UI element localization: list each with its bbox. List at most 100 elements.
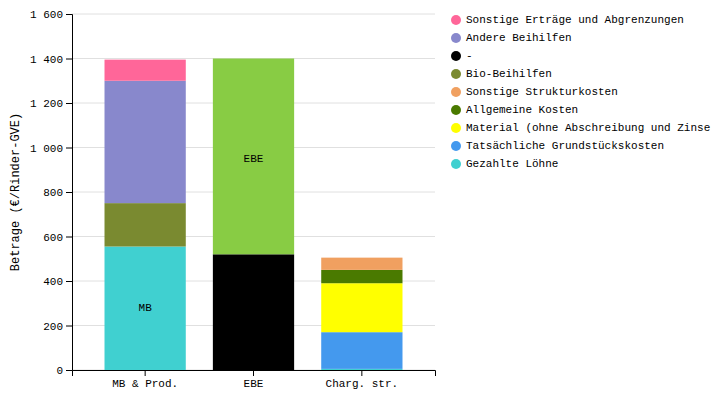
tick: 600 [43, 232, 72, 244]
bar-segment [213, 58, 294, 59]
bar-segment [321, 257, 402, 258]
tick-mark [66, 59, 72, 60]
tick: 1 000 [30, 143, 72, 155]
series [105, 60, 186, 81]
bar-segment [213, 254, 294, 370]
tick: EBE [244, 370, 264, 390]
tick-label: 0 [56, 365, 63, 377]
tick-label: MB & Prod. [112, 378, 178, 390]
bar-segment [321, 258, 402, 270]
annotation: EBE [244, 153, 264, 165]
legend-label: - [466, 50, 473, 62]
bar-segment [321, 369, 402, 370]
tick: 1 200 [30, 98, 72, 110]
tick-label: EBE [244, 378, 264, 390]
tick-mark [66, 148, 72, 149]
tick: MB & Prod. [112, 370, 178, 390]
tick-mark [66, 192, 72, 193]
tick-mark [66, 281, 72, 282]
x-axis: MB & Prod. EBE Charg. str. [73, 370, 436, 390]
bar-segment [321, 257, 402, 258]
legend-marker [451, 123, 461, 133]
tick: 1 400 [30, 54, 72, 66]
series [105, 203, 186, 246]
series [213, 254, 294, 370]
tick-mark [253, 370, 254, 376]
bar-segment [321, 283, 402, 332]
series [105, 247, 403, 370]
tick-label: 1 200 [30, 98, 63, 110]
legend-marker [451, 33, 461, 43]
tick-label: 1 600 [30, 9, 63, 21]
tick-mark [145, 370, 146, 376]
tick: 0 [56, 365, 72, 377]
legend-marker [451, 87, 461, 97]
tick-label: 400 [43, 276, 63, 288]
tick: 1 600 [30, 9, 72, 21]
legend-label: Material (ohne Abschreibung und Zinse [466, 122, 710, 134]
bar-segment [213, 59, 294, 255]
axis-line [73, 371, 436, 377]
legend-marker [451, 105, 461, 115]
tick-label: 600 [43, 232, 63, 244]
legend-label: Bio-Beihilfen [466, 68, 552, 80]
legend-item: - [451, 50, 473, 62]
tick-mark [66, 370, 72, 371]
tick-mark [66, 14, 72, 15]
bar-segment [105, 203, 186, 246]
tick-label: 200 [43, 321, 63, 333]
legend-marker [451, 69, 461, 79]
legend-item: Tatsächliche Grundstückskosten [451, 140, 664, 152]
tick: 400 [43, 276, 72, 288]
tick-label: Charg. str. [326, 378, 399, 390]
legend-marker [451, 141, 461, 151]
grid [72, 14, 435, 370]
series [213, 59, 294, 255]
series [321, 332, 402, 369]
legend-marker [451, 51, 461, 61]
legend-item: Sonstige Strukturkosten [451, 86, 618, 98]
series [321, 258, 402, 270]
legend-item: Gezahlte Löhne [451, 158, 558, 170]
legend-label: Allgemeine Kosten [466, 104, 578, 116]
bars [105, 59, 403, 371]
legend-marker [451, 159, 461, 169]
tick: 200 [43, 321, 72, 333]
bar-segment [321, 332, 402, 369]
legend-item: Allgemeine Kosten [451, 104, 578, 116]
tick: 800 [43, 187, 72, 199]
bar-segment [321, 257, 402, 258]
y-axis: 0 200 400 600 800 1 000 1 200 1 400 1 600 [30, 9, 73, 377]
legend-marker [451, 15, 461, 25]
chart: MB & Prod. EBE Charg. str. 0 200 400 600 800 1 0… [0, 0, 725, 400]
legend: Sonstige Erträge und Abgrenzungen Andere … [451, 14, 710, 170]
series [321, 283, 402, 332]
tick-mark [66, 237, 72, 238]
series [105, 81, 186, 203]
tick-label: 800 [43, 187, 63, 199]
legend-label: Sonstige Erträge und Abgrenzungen [466, 14, 684, 26]
bar-segment [321, 270, 402, 283]
tick-mark [361, 370, 362, 376]
legend-label: Sonstige Strukturkosten [466, 86, 618, 98]
axis-title: Betrage (€/Rinder-GVE) [9, 113, 23, 271]
bar-segment [321, 257, 402, 258]
bar-segment [105, 60, 186, 81]
bar-segment [105, 247, 186, 370]
tick-mark [66, 326, 72, 327]
legend-item: Material (ohne Abschreibung und Zinse [451, 122, 710, 134]
bar-segment [321, 257, 402, 258]
tick-label: 1 000 [30, 143, 63, 155]
bar-segment [105, 81, 186, 203]
legend-item: Bio-Beihilfen [451, 68, 552, 80]
legend-label: Gezahlte Löhne [466, 158, 558, 170]
legend-label: Andere Beihilfen [466, 32, 572, 44]
annotation: MB [139, 302, 153, 314]
grid-line [72, 14, 435, 15]
tick: Charg. str. [326, 370, 399, 390]
tick-mark [66, 103, 72, 104]
tick-label: 1 400 [30, 54, 63, 66]
legend-item: Andere Beihilfen [451, 32, 572, 44]
axis-line [66, 15, 73, 371]
legend-item: Sonstige Erträge und Abgrenzungen [451, 14, 684, 26]
